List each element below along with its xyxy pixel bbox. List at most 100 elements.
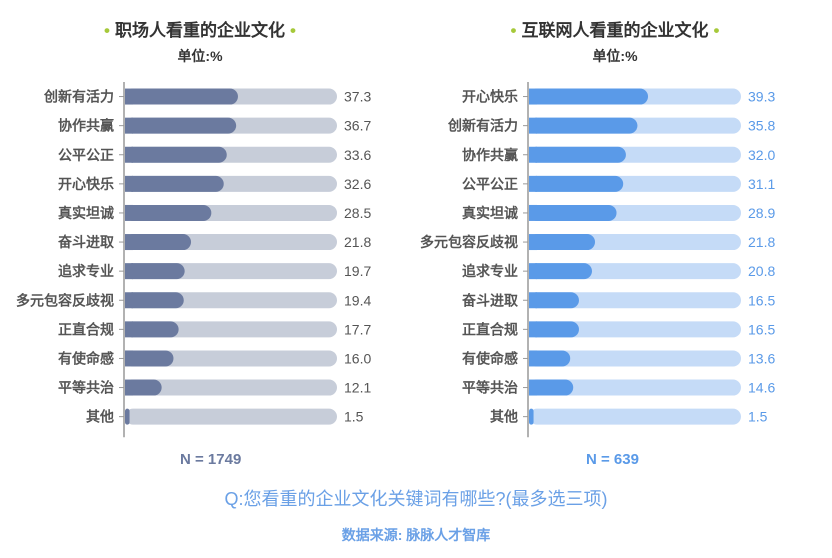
value-label: 19.4	[344, 292, 371, 308]
value-label: 16.5	[748, 321, 775, 337]
category-label: 追求专业	[58, 263, 114, 279]
bar-left-cap	[125, 263, 133, 280]
bar	[529, 379, 574, 396]
value-label: 13.6	[748, 350, 775, 366]
title-dot-icon: •	[290, 21, 296, 40]
bar-left-cap	[529, 263, 537, 280]
category-label: 平等共治	[462, 380, 518, 396]
unit-label-workplace: 单位:%	[177, 48, 223, 64]
value-label: 31.1	[748, 176, 775, 192]
bar-left-cap	[529, 379, 537, 396]
bar-track	[529, 379, 741, 396]
bar-chart-workplace: 创新有活力 37.3 协作共赢 36.7 公平公正 33.6 开心快乐 32.6 真实坦诚 28.…	[16, 82, 371, 438]
bar-track	[529, 321, 741, 338]
value-label: 19.7	[344, 263, 371, 279]
value-label: 1.5	[344, 409, 364, 425]
bar	[529, 88, 649, 105]
category-label: 公平公正	[58, 147, 114, 163]
chart-panel-internet: • 互联网人看重的企业文化 • 单位:% 开心快乐 39.3 创新有活力 35.8 协作共赢…	[400, 0, 832, 470]
category-label: 协作共赢	[58, 118, 114, 134]
bar-left-cap	[529, 321, 537, 338]
category-label: 协作共赢	[462, 147, 518, 163]
category-label: 正直合规	[462, 321, 518, 337]
category-label: 多元包容反歧视	[16, 292, 114, 308]
sample-size-internet: N = 639	[586, 451, 639, 468]
bar-left-cap	[529, 175, 537, 192]
category-label: 正直合规	[58, 321, 114, 337]
chart-title-internet: • 互联网人看重的企业文化 •	[398, 16, 832, 41]
category-label: 奋斗进取	[57, 234, 115, 250]
value-label: 39.3	[748, 89, 775, 105]
bar	[125, 88, 238, 105]
category-label: 有使命感	[58, 350, 114, 366]
category-label: 其他	[490, 409, 518, 425]
bar-track	[529, 350, 741, 367]
bar-left-cap	[125, 379, 133, 396]
bar-track	[529, 408, 741, 425]
bar	[529, 204, 617, 221]
bar	[529, 408, 534, 425]
bar-left-cap	[125, 204, 133, 221]
value-label: 1.5	[748, 409, 768, 425]
bar	[125, 204, 212, 221]
bar	[125, 350, 174, 367]
bar-left-cap	[125, 350, 133, 367]
bar-track	[529, 292, 741, 309]
value-label: 16.0	[344, 350, 371, 366]
bar-left-cap	[529, 204, 537, 221]
value-label: 35.8	[748, 118, 775, 134]
bar	[529, 146, 626, 163]
bar-left-cap	[125, 175, 133, 192]
bar	[529, 263, 592, 280]
category-label: 有使命感	[462, 350, 518, 366]
bar	[529, 117, 638, 134]
category-label: 开心快乐	[462, 89, 518, 105]
category-label: 多元包容反歧视	[420, 234, 518, 250]
category-label: 创新有活力	[447, 118, 518, 134]
value-label: 28.9	[748, 205, 775, 221]
bar	[529, 234, 596, 251]
category-label: 其他	[86, 409, 114, 425]
bar	[125, 146, 227, 163]
bar-track	[125, 350, 337, 367]
value-label: 33.6	[344, 147, 371, 163]
bar	[529, 175, 624, 192]
data-source: 数据来源: 脉脉人才智库	[341, 527, 491, 543]
bar-left-cap	[125, 117, 133, 134]
bar-left-cap	[529, 292, 537, 309]
bar-left-cap	[529, 350, 537, 367]
bar-left-cap	[529, 117, 537, 134]
bar	[529, 321, 579, 338]
chart-panel-workplace: • 职场人看重的企业文化 • 单位:% 创新有活力 37.3 协作共赢 36.7 公平公正 3…	[0, 0, 400, 470]
bar-left-cap	[125, 88, 133, 105]
unit-label-internet: 单位:%	[592, 48, 638, 64]
chart-title-text: 职场人看重的企业文化	[115, 21, 285, 40]
bar-left-cap	[125, 321, 133, 338]
sample-size-workplace: N = 1749	[180, 451, 242, 468]
value-label: 12.1	[344, 380, 371, 396]
bar-left-cap	[125, 234, 133, 251]
bar	[125, 117, 237, 134]
title-dot-icon: •	[713, 21, 720, 40]
bar	[529, 292, 579, 309]
bar	[125, 321, 179, 338]
bar	[125, 263, 185, 280]
category-label: 追求专业	[462, 263, 518, 279]
category-label: 奋斗进取	[461, 292, 519, 308]
bar	[125, 175, 224, 192]
category-label: 真实坦诚	[462, 205, 518, 221]
bar	[125, 408, 130, 425]
value-label: 21.8	[748, 234, 775, 250]
value-label: 17.7	[344, 321, 371, 337]
value-label: 14.6	[748, 380, 775, 396]
survey-question: Q:您看重的企业文化关键词有哪些?(最多选三项)	[224, 489, 608, 509]
bar-chart-internet: 开心快乐 39.3 创新有活力 35.8 协作共赢 32.0 公平公正 31.1 真实坦诚 28.…	[420, 82, 775, 438]
value-label: 37.3	[344, 89, 371, 105]
value-label: 32.0	[748, 147, 775, 163]
chart-title-text: 互联网人看重的企业文化	[521, 21, 709, 40]
bar-left-cap	[529, 88, 537, 105]
bar	[125, 379, 162, 396]
chart-title-workplace: • 职场人看重的企业文化 •	[0, 16, 400, 41]
bar-track	[125, 408, 337, 425]
value-label: 20.8	[748, 263, 775, 279]
